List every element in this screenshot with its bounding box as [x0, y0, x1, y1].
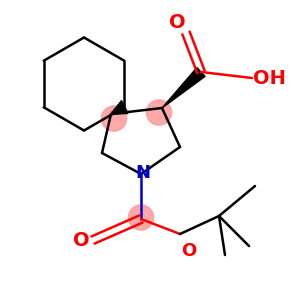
Polygon shape: [162, 68, 205, 108]
Text: OH: OH: [254, 68, 286, 88]
Text: N: N: [135, 164, 150, 181]
Text: O: O: [182, 242, 197, 260]
Circle shape: [146, 100, 172, 125]
Text: O: O: [74, 230, 90, 250]
Text: O: O: [169, 13, 185, 32]
Circle shape: [128, 205, 154, 230]
Circle shape: [101, 106, 127, 131]
